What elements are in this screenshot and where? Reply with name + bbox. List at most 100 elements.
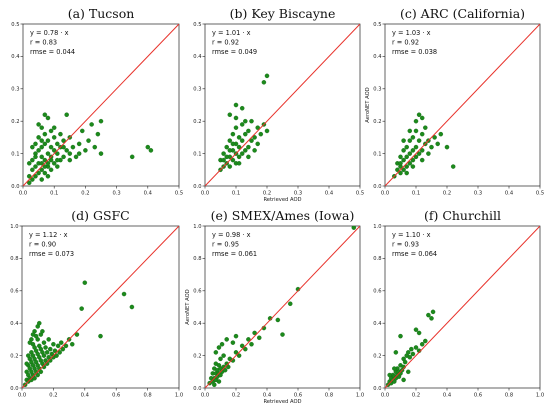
- y-tick-label: 0.2: [373, 119, 381, 125]
- x-tick-label: 0.4: [505, 191, 514, 197]
- y-tick-label: 0.0: [193, 184, 201, 190]
- data-point: [74, 332, 80, 337]
- x-axis-label: Retrieved AOD: [263, 399, 301, 405]
- data-point: [239, 105, 245, 111]
- data-point: [255, 125, 260, 130]
- chart-title: (a) Tucson: [68, 6, 135, 21]
- data-point: [413, 327, 419, 332]
- data-point: [42, 131, 48, 137]
- data-point: [45, 138, 51, 143]
- y-tick-label: 0.2: [10, 353, 18, 359]
- data-point: [227, 112, 233, 117]
- data-point: [432, 135, 437, 140]
- data-point: [89, 122, 94, 127]
- data-point: [221, 151, 226, 156]
- data-point: [121, 291, 127, 297]
- data-point: [61, 154, 66, 160]
- data-point: [39, 167, 44, 173]
- data-point: [230, 131, 236, 137]
- data-point: [30, 167, 35, 173]
- chart-title: (d) GSFC: [71, 208, 130, 223]
- correlation-label: r = 0.92: [212, 39, 239, 47]
- correlation-label: r = 0.90: [29, 241, 56, 249]
- data-point: [410, 135, 416, 140]
- data-point: [280, 332, 285, 337]
- data-point: [419, 115, 425, 121]
- data-point: [236, 353, 242, 358]
- data-point: [426, 312, 431, 318]
- data-point: [416, 151, 422, 156]
- x-tick-label: 1.0: [175, 393, 183, 399]
- x-tick-label: 0.5: [356, 191, 364, 197]
- one-to-one-line: [385, 226, 540, 388]
- x-tick-label: 0.6: [474, 393, 482, 399]
- data-point: [224, 337, 229, 342]
- regression-equation: y = 1.03 · x: [392, 29, 431, 37]
- data-point: [416, 112, 422, 117]
- data-point: [98, 118, 104, 124]
- y-tick-label: 0.2: [193, 353, 201, 359]
- y-tick-label: 0.2: [11, 119, 19, 125]
- data-point: [24, 361, 29, 366]
- data-point: [30, 332, 36, 337]
- data-point: [246, 337, 251, 342]
- rmse-label: rmse = 0.061: [212, 250, 257, 258]
- data-point: [351, 226, 357, 230]
- x-tick-label: 0.8: [325, 393, 333, 399]
- data-point: [227, 138, 233, 143]
- one-to-one-line: [23, 24, 179, 186]
- data-point: [148, 148, 154, 153]
- data-point: [80, 128, 85, 134]
- x-tick-label: 0.2: [49, 393, 57, 399]
- y-tick-label: 0.3: [373, 87, 381, 93]
- data-point: [398, 154, 403, 160]
- y-tick-label: 0.0: [373, 184, 381, 190]
- x-tick-label: 0.2: [412, 393, 420, 399]
- data-point: [246, 144, 251, 150]
- rmse-label: rmse = 0.073: [29, 250, 74, 258]
- y-tick-label: 0.4: [11, 54, 20, 60]
- x-tick-label: 1.0: [356, 393, 364, 399]
- data-point: [243, 118, 248, 124]
- data-point: [435, 141, 440, 147]
- data-point: [401, 138, 406, 143]
- data-point: [70, 144, 76, 150]
- data-point: [35, 372, 40, 378]
- data-point: [416, 138, 422, 143]
- data-point: [233, 115, 239, 121]
- data-point: [429, 144, 434, 150]
- data-point: [51, 148, 57, 153]
- data-point: [33, 141, 38, 147]
- data-point: [216, 379, 222, 384]
- data-point: [249, 138, 254, 143]
- data-point: [222, 367, 228, 373]
- one-to-one-line: [22, 226, 179, 388]
- x-tick-label: 0.4: [443, 393, 452, 399]
- data-point: [48, 346, 53, 352]
- data-point: [48, 144, 54, 150]
- x-tick-label: 0.8: [143, 393, 151, 399]
- data-point: [233, 125, 239, 130]
- y-tick-label: 0.5: [193, 22, 201, 28]
- rmse-label: rmse = 0.044: [30, 48, 75, 56]
- chart-panel-6: (f) Churchill 0.00.0 0.2 0.2 0.4 0.4 0.6 0.6 0.8…: [373, 208, 544, 399]
- data-point: [26, 180, 32, 186]
- x-tick-label: 0.3: [474, 191, 482, 197]
- chart-title: (f) Churchill: [424, 208, 501, 223]
- data-point: [212, 382, 217, 388]
- data-point: [86, 138, 91, 143]
- data-point: [410, 164, 416, 169]
- correlation-label: r = 0.92: [392, 39, 419, 47]
- data-point: [413, 345, 419, 350]
- data-point: [129, 154, 135, 160]
- data-point: [230, 141, 236, 147]
- data-point: [98, 333, 103, 339]
- data-point: [48, 128, 54, 134]
- data-point: [236, 154, 242, 160]
- y-tick-label: 1.0: [373, 224, 381, 230]
- data-point: [224, 144, 229, 150]
- data-point: [249, 342, 254, 347]
- data-point: [42, 157, 48, 163]
- data-point: [430, 309, 436, 315]
- data-point: [83, 148, 88, 153]
